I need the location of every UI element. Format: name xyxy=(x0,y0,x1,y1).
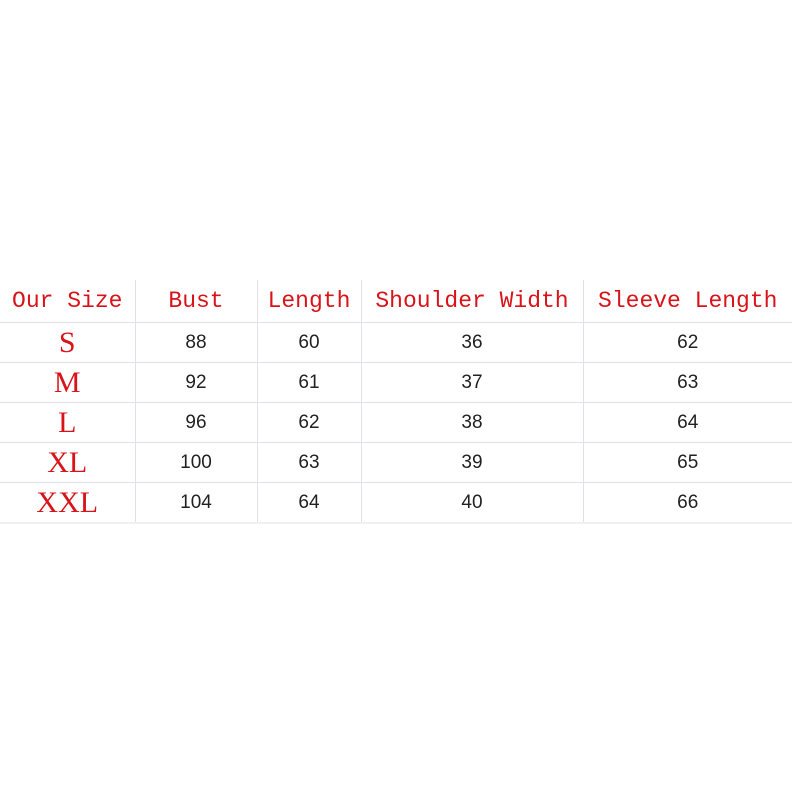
length-cell: 62 xyxy=(256,402,362,443)
length-cell: 61 xyxy=(256,362,362,403)
size-cell: S xyxy=(0,322,136,363)
length-cell: 60 xyxy=(256,322,362,363)
size-cell: M xyxy=(0,362,136,403)
size-cell: XXL xyxy=(0,482,136,524)
bust-cell: 88 xyxy=(134,322,258,363)
length-cell: 64 xyxy=(256,482,362,524)
sleeve-length-cell: 65 xyxy=(582,442,792,483)
bust-cell: 100 xyxy=(134,442,258,483)
table-row: M 92 61 37 63 xyxy=(0,362,792,403)
header-sleeve-length: Sleeve Length xyxy=(582,280,792,323)
header-row: Our Size Bust Length Shoulder Width Slee… xyxy=(0,280,792,323)
shoulder-width-cell: 40 xyxy=(360,482,584,524)
sleeve-length-cell: 62 xyxy=(582,322,792,363)
sleeve-length-cell: 64 xyxy=(582,402,792,443)
header-length: Length xyxy=(256,280,362,323)
bust-cell: 92 xyxy=(134,362,258,403)
bust-cell: 96 xyxy=(134,402,258,443)
header-shoulder-width: Shoulder Width xyxy=(360,280,584,323)
table-row: L 96 62 38 64 xyxy=(0,402,792,443)
header-our-size: Our Size xyxy=(0,280,136,323)
size-cell: XL xyxy=(0,442,136,483)
sleeve-length-cell: 63 xyxy=(582,362,792,403)
shoulder-width-cell: 38 xyxy=(360,402,584,443)
size-chart-table: Our Size Bust Length Shoulder Width Slee… xyxy=(0,280,792,524)
header-bust: Bust xyxy=(134,280,258,323)
table-row: S 88 60 36 62 xyxy=(0,322,792,363)
shoulder-width-cell: 37 xyxy=(360,362,584,403)
shoulder-width-cell: 36 xyxy=(360,322,584,363)
length-cell: 63 xyxy=(256,442,362,483)
size-cell: L xyxy=(0,402,136,443)
sleeve-length-cell: 66 xyxy=(582,482,792,524)
shoulder-width-cell: 39 xyxy=(360,442,584,483)
bust-cell: 104 xyxy=(134,482,258,524)
table-row: XXL 104 64 40 66 xyxy=(0,482,792,524)
table-row: XL 100 63 39 65 xyxy=(0,442,792,483)
